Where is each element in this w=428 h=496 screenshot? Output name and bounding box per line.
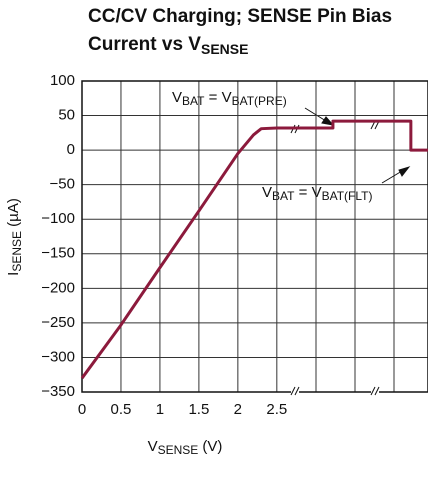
data-line: [80, 119, 428, 380]
label-part: I: [5, 272, 22, 276]
break-gap: [371, 387, 379, 397]
arrow-line: [304, 107, 327, 122]
arrow-head: [398, 166, 411, 177]
break-gap: [291, 125, 299, 135]
annotation-part: V: [262, 184, 272, 201]
title-part: Current vs V: [88, 34, 201, 55]
annotation-part: V: [172, 89, 182, 106]
label-part: (V): [198, 438, 222, 455]
y-axis-label: ISENSE (µA): [5, 198, 24, 276]
y-tick-label: −100: [41, 210, 75, 227]
annotation-part: BAT(FLT): [322, 189, 373, 203]
y-tick-label: 0: [67, 141, 75, 158]
annotation: VBAT = VBAT(FLT): [262, 184, 372, 203]
label-part: V: [148, 438, 158, 455]
y-tick-label: −50: [50, 176, 75, 193]
title-part: SENSE: [201, 41, 248, 57]
y-tick-label: −150: [41, 245, 75, 262]
arrows: [304, 107, 411, 184]
y-tick-label: 50: [58, 107, 75, 124]
break-gap: [371, 121, 379, 131]
annotation-part: = V: [204, 89, 231, 106]
extra-grid: [315, 81, 395, 392]
annotation-part: BAT: [272, 189, 295, 203]
y-tick-label: −300: [41, 348, 75, 365]
annotation: VBAT = VBAT(PRE): [172, 89, 287, 108]
annotation-part: BAT(PRE): [232, 94, 287, 108]
y-tick-label: 100: [50, 72, 75, 89]
label-part: SENSE: [10, 231, 24, 272]
x-tick-label: 2: [234, 401, 242, 418]
y-tick-label: −350: [41, 383, 75, 400]
arrow-line: [381, 170, 403, 184]
plot-frame: [81, 80, 428, 393]
annotation-part: BAT: [182, 94, 205, 108]
break-mark: [290, 386, 300, 396]
chart-title: CC/CV Charging; SENSE Pin Bias: [88, 6, 392, 27]
y-tick-label: −250: [41, 314, 75, 331]
label-part: (µA): [5, 198, 22, 231]
annotation-part: = V: [294, 184, 321, 201]
break-mark: [370, 386, 380, 396]
x-axis-label: VSENSE (V): [148, 438, 223, 457]
arrow-head: [321, 116, 335, 126]
x-tick-label: 1: [156, 401, 164, 418]
break-gap: [291, 387, 299, 397]
y-tick-label: −200: [41, 279, 75, 296]
x-tick-label: 0.5: [111, 401, 132, 418]
chart-title: Current vs VSENSE: [88, 34, 248, 57]
x-tick-label: 0: [78, 401, 86, 418]
label-part: SENSE: [158, 443, 199, 457]
x-tick-label: 2.5: [266, 401, 287, 418]
x-tick-label: 1.5: [188, 401, 209, 418]
